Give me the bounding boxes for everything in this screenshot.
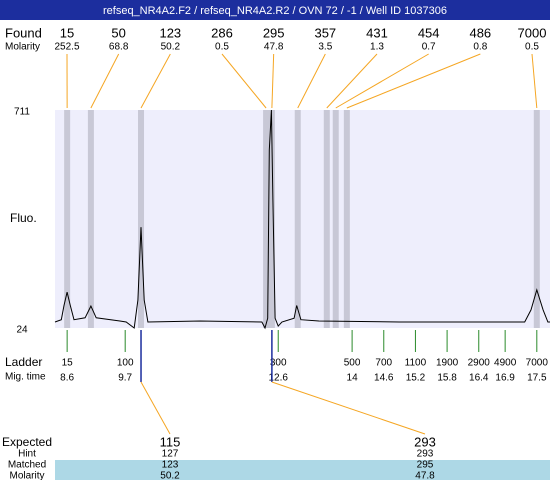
ladder-size: 2900 — [468, 358, 491, 369]
match-leader — [271, 381, 426, 435]
found-size: 50 — [111, 25, 125, 40]
ladder-size: 15 — [62, 358, 74, 369]
ladder-time: 14 — [347, 373, 359, 384]
hint-label: Hint — [18, 449, 36, 460]
hint-size: 127 — [162, 449, 179, 460]
ladder-size: 4900 — [494, 358, 517, 369]
found-size: 486 — [469, 25, 491, 40]
found-molarity: 3.5 — [318, 42, 332, 53]
peak-band — [138, 110, 145, 328]
peak-band — [268, 110, 275, 328]
y-axis-label: Fluo. — [10, 211, 37, 225]
found-molarity: 0.5 — [525, 42, 539, 53]
trace — [54, 109, 550, 330]
title: refseq_NR4A2.F2 / refseq_NR4A2.R2 / OVN … — [103, 5, 447, 17]
ladder-time: 12.6 — [268, 373, 288, 384]
y-tick-label: 24 — [16, 325, 28, 336]
peak-band — [263, 110, 270, 328]
molarity-label: Molarity — [9, 471, 44, 480]
mig-time-label: Mig. time — [5, 372, 46, 383]
ladder-time: 16.4 — [469, 373, 489, 384]
peak-band — [64, 110, 71, 328]
found-molarity: 0.8 — [473, 42, 487, 53]
ladder-size: 500 — [344, 358, 361, 369]
match-leader — [140, 381, 171, 435]
found-size: 286 — [211, 25, 233, 40]
found-molarity: 68.8 — [109, 42, 129, 53]
leader-line — [326, 53, 378, 109]
leader-line — [297, 53, 326, 109]
leader-line — [271, 53, 275, 109]
peak-band — [533, 110, 540, 328]
plot-area — [55, 110, 550, 328]
peak-band — [323, 110, 330, 328]
found-molarity: 50.2 — [161, 42, 181, 53]
found-size: 357 — [314, 25, 336, 40]
leader-line — [140, 53, 171, 109]
ladder-time: 15.8 — [437, 373, 457, 384]
leader-line — [90, 53, 120, 109]
found-molarity: 0.5 — [215, 42, 229, 53]
leader-line — [221, 53, 267, 109]
leader-line — [346, 53, 481, 109]
y-tick-label: 711 — [14, 107, 30, 118]
ladder-time: 15.2 — [406, 373, 426, 384]
expected-size: 293 — [414, 434, 436, 449]
found-molarity: 1.3 — [370, 42, 384, 53]
ladder-time: 17.5 — [527, 373, 547, 384]
peak-band — [343, 110, 350, 328]
ladder-time: 14.6 — [374, 373, 394, 384]
found-molarity: 252.5 — [54, 42, 79, 53]
ladder-label: Ladder — [5, 355, 42, 369]
matched-size: 295 — [417, 460, 434, 471]
matched-size: 123 — [162, 460, 179, 471]
found-size: 295 — [263, 25, 285, 40]
ladder-size: 1100 — [405, 358, 427, 369]
matched-label: Matched — [8, 460, 46, 471]
matched-row-bg — [55, 460, 550, 480]
ladder-time: 9.7 — [118, 373, 132, 384]
found-size: 123 — [159, 25, 181, 40]
found-size: 431 — [366, 25, 388, 40]
ladder-size: 700 — [375, 358, 392, 369]
leader-line — [335, 53, 429, 109]
peak-band — [332, 110, 339, 328]
found-size: 454 — [418, 25, 440, 40]
matched-molarity: 47.8 — [415, 471, 435, 480]
peak-band — [87, 110, 94, 328]
expected-size: 115 — [160, 434, 181, 449]
title-bar — [0, 0, 550, 20]
found-size: 15 — [60, 25, 74, 40]
ladder-time: 8.6 — [60, 373, 74, 384]
ladder-size: 7000 — [526, 358, 549, 369]
leader-line — [531, 53, 538, 109]
expected-label: Expected — [2, 435, 52, 449]
ladder-size: 100 — [117, 358, 134, 369]
peak-band — [294, 110, 301, 328]
molarity-label: Molarity — [5, 42, 40, 53]
found-label: Found — [5, 25, 42, 40]
ladder-time: 16.9 — [495, 373, 515, 384]
matched-molarity: 50.2 — [160, 471, 180, 480]
hint-size: 293 — [417, 449, 434, 460]
found-molarity: 47.8 — [264, 42, 284, 53]
ladder-size: 1900 — [436, 358, 459, 369]
found-molarity: 0.7 — [422, 42, 436, 53]
found-size: 7000 — [518, 25, 547, 40]
ladder-size: 300 — [270, 358, 287, 369]
